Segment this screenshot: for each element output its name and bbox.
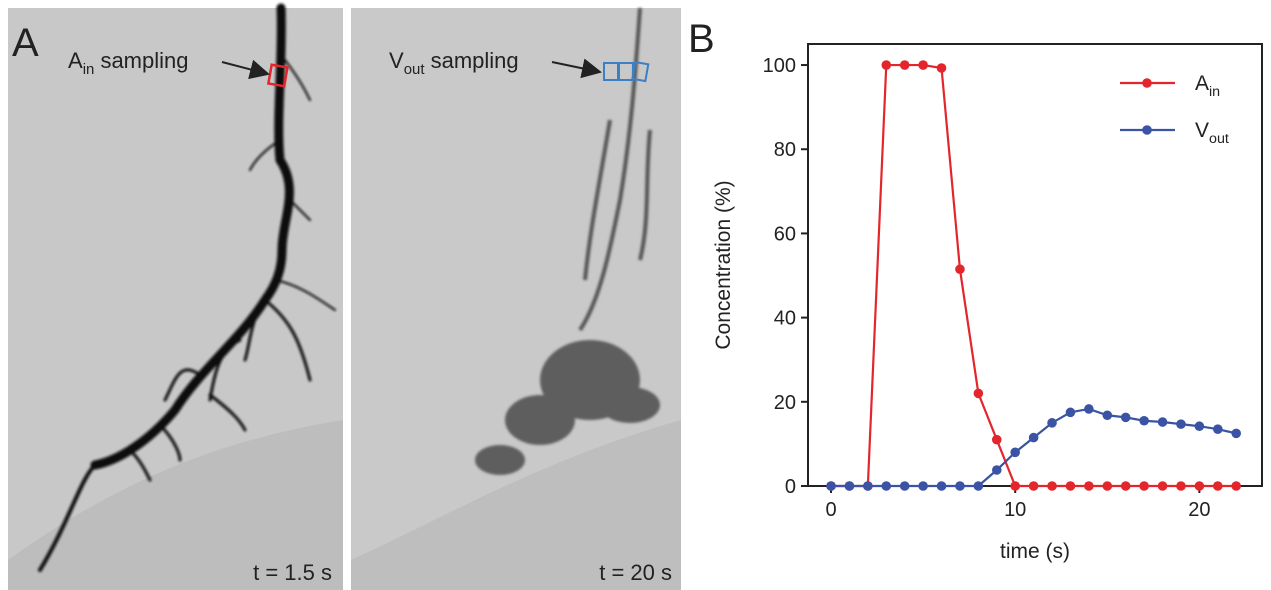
data-point bbox=[973, 481, 984, 491]
series-line bbox=[831, 407, 1237, 488]
data-point bbox=[881, 60, 892, 70]
data-point bbox=[863, 481, 873, 491]
data-point bbox=[899, 481, 910, 491]
data-point bbox=[1010, 481, 1021, 491]
data-point bbox=[936, 481, 947, 491]
legend-marker bbox=[1142, 78, 1152, 88]
y-tick-label: 20 bbox=[774, 392, 796, 414]
x-tick-label: 10 bbox=[1004, 499, 1026, 521]
arrow bbox=[221, 59, 270, 80]
data-point bbox=[936, 63, 947, 73]
data-point bbox=[826, 481, 836, 491]
data-point bbox=[881, 481, 892, 491]
time-label: t = 20 s bbox=[599, 560, 672, 585]
data-point bbox=[1231, 428, 1242, 439]
data-point bbox=[1139, 481, 1149, 491]
data-point bbox=[1047, 481, 1057, 491]
data-point bbox=[1212, 424, 1223, 434]
data-point bbox=[844, 481, 855, 491]
data-point bbox=[1065, 481, 1076, 491]
data-point bbox=[1120, 481, 1131, 491]
data-point bbox=[1047, 418, 1057, 428]
data-point bbox=[955, 481, 965, 491]
arrow bbox=[551, 58, 602, 79]
data-point bbox=[1139, 415, 1149, 426]
data-point bbox=[1065, 407, 1076, 418]
data-point bbox=[1157, 481, 1168, 491]
y-tick-label: 100 bbox=[763, 55, 796, 77]
data-point bbox=[918, 481, 928, 491]
data-point bbox=[1176, 481, 1186, 491]
angiogram-late: Vout sampling t = 20 s bbox=[351, 7, 681, 590]
data-point bbox=[1120, 412, 1131, 423]
data-point bbox=[1028, 481, 1039, 491]
tissue-region bbox=[351, 420, 681, 590]
panel-label: A bbox=[12, 21, 39, 65]
sampling-boxes bbox=[603, 60, 650, 83]
panel-label: B bbox=[688, 17, 715, 61]
y-tick-label: 60 bbox=[774, 223, 796, 245]
data-point bbox=[991, 465, 1002, 475]
x-tick-label: 20 bbox=[1188, 499, 1210, 521]
data-point bbox=[1176, 419, 1186, 429]
data-point bbox=[973, 388, 984, 399]
data-point bbox=[1194, 421, 1205, 432]
data-point bbox=[1212, 481, 1223, 491]
y-tick-label: 0 bbox=[785, 476, 796, 498]
data-point bbox=[1102, 410, 1113, 421]
legend-marker bbox=[1142, 125, 1152, 135]
contrast-blush bbox=[475, 340, 660, 475]
data-point bbox=[1010, 447, 1021, 458]
sampling-box bbox=[266, 63, 289, 88]
data-point bbox=[1028, 432, 1039, 443]
data-point bbox=[1084, 481, 1094, 491]
plot-frame bbox=[807, 43, 1263, 487]
data-point bbox=[991, 434, 1002, 445]
data-point bbox=[1084, 404, 1094, 414]
angiogram-early: Ain sampling t = 1.5 s A bbox=[8, 3, 343, 590]
y-tick-label: 80 bbox=[774, 139, 796, 161]
legend-label: Vout bbox=[1195, 119, 1229, 147]
x-tick-label: 0 bbox=[825, 499, 836, 521]
x-axis-label: time (s) bbox=[1000, 540, 1070, 563]
data-point bbox=[955, 264, 965, 275]
tissue-region bbox=[8, 420, 343, 590]
data-point bbox=[1102, 481, 1113, 491]
legend-label: Ain bbox=[1195, 72, 1220, 100]
vessels bbox=[38, 3, 336, 572]
time-label: t = 1.5 s bbox=[253, 560, 332, 585]
data-point bbox=[918, 60, 928, 70]
data-point bbox=[899, 60, 910, 70]
data-point bbox=[1231, 481, 1242, 491]
data-point bbox=[1157, 417, 1168, 427]
y-tick-label: 40 bbox=[774, 308, 796, 330]
y-axis-label: Concentration (%) bbox=[712, 180, 735, 349]
data-point bbox=[1194, 481, 1205, 491]
